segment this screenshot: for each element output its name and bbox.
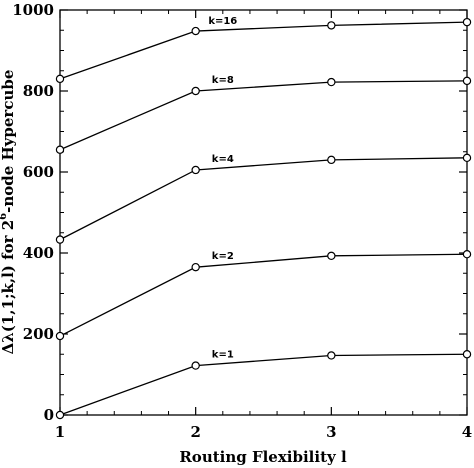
data-point (462, 17, 472, 27)
data-point (191, 361, 200, 370)
data-point (191, 262, 200, 272)
y-axis-label-suffix: -node Hypercube (0, 70, 17, 213)
series-label: k=2 (212, 251, 234, 262)
series-line (59, 21, 468, 80)
series-line (59, 253, 468, 337)
data-point (191, 86, 200, 96)
series-group (55, 17, 472, 420)
series-label: k=8 (212, 75, 234, 86)
y-axis-label-prefix: Δλ(1,1;k,l) for 2 (0, 220, 17, 355)
data-point (327, 21, 336, 30)
data-point (191, 165, 200, 175)
data-point (55, 74, 65, 84)
x-tick-label: 3 (326, 423, 336, 441)
y-axis-label: Δλ(1,1;k,l) for 26-node Hypercube (0, 70, 17, 355)
series-label: k=1 (212, 350, 234, 361)
x-tick-label: 1 (55, 423, 65, 441)
data-point (327, 77, 336, 87)
y-axis-label-exponent: 6 (0, 213, 9, 220)
data-point (55, 145, 65, 154)
y-tick-label: 400 (23, 244, 54, 262)
data-point (462, 153, 472, 163)
data-point (55, 235, 65, 244)
data-point (327, 351, 336, 360)
data-point (462, 250, 472, 259)
data-point (462, 76, 472, 86)
y-tick-label: 600 (23, 163, 54, 181)
y-tick-label: 1000 (12, 1, 54, 19)
data-point (327, 251, 336, 261)
data-point (462, 350, 472, 359)
x-axis-label: Routing Flexibility l (179, 448, 347, 466)
x-tick-label: 4 (462, 423, 472, 441)
y-tick-label: 0 (44, 406, 54, 424)
data-point (191, 26, 200, 36)
data-point (327, 155, 336, 165)
series-label: k=16 (208, 16, 237, 27)
x-tick-label: 2 (190, 423, 200, 441)
y-tick-label: 800 (23, 82, 54, 100)
data-point (55, 331, 65, 341)
series-line (59, 353, 468, 416)
labels-group: k=1 k=2 k=4 k=8 k=16 (208, 16, 237, 361)
y-tick-label: 200 (23, 325, 54, 343)
data-point (55, 410, 65, 420)
series-line (59, 157, 468, 241)
series-line (59, 80, 468, 151)
series-label: k=4 (212, 154, 234, 165)
ticks: 0 200 400 600 800 1000 1 2 3 4 (12, 1, 472, 441)
